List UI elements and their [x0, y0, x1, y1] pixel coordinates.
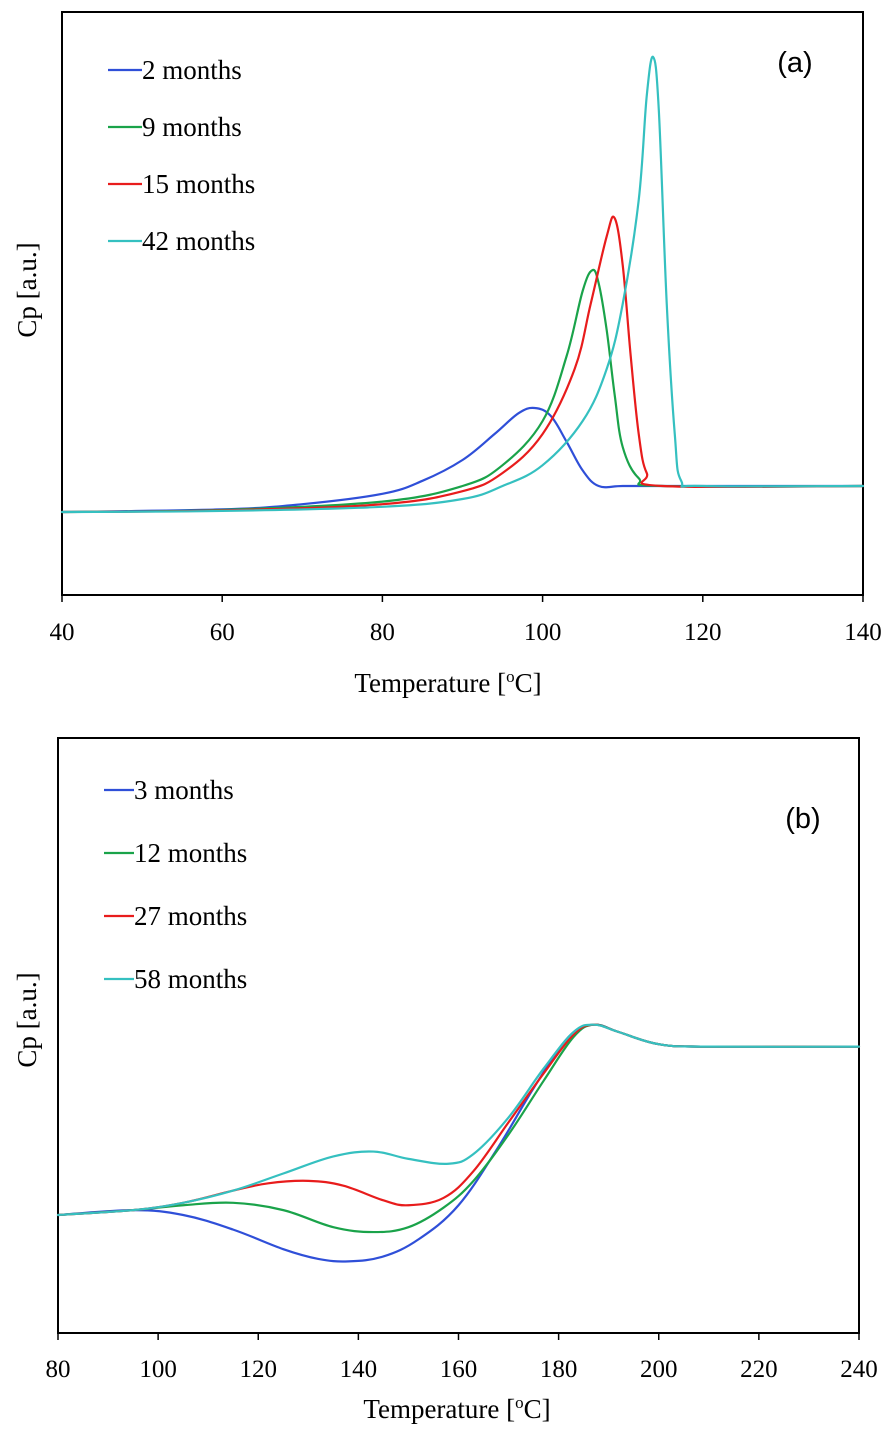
series-group-b: [56, 1023, 861, 1263]
x-tick-label-a-5: 140: [844, 619, 882, 646]
x-ticks-a: 40 60 80 100 120 140: [50, 595, 882, 646]
legend-a: 2 months 9 months 15 months 42 months: [108, 55, 255, 256]
x-tick-label-b-4: 160: [440, 1356, 478, 1383]
x-axis-label-b-sup: o: [515, 1393, 524, 1412]
x-axis-label-a-tail: C]: [515, 668, 542, 698]
series-line-b-4: [56, 1023, 861, 1217]
x-tick-label-a-3: 100: [524, 619, 562, 646]
legend-label-a-3: 15 months: [142, 169, 255, 199]
legend-label-b-4: 58 months: [134, 964, 247, 994]
x-tick-label-b-2: 120: [240, 1356, 278, 1383]
legend-label-a-1: 2 months: [142, 55, 242, 85]
series-line-a-3: [60, 215, 865, 514]
x-axis-label-a: Temperature [oC]: [354, 667, 541, 698]
x-tick-label-b-6: 200: [640, 1356, 678, 1383]
y-axis-label-b: Cp [a.u.]: [12, 972, 42, 1067]
legend-label-a-4: 42 months: [142, 226, 255, 256]
x-axis-label-b: Temperature [oC]: [363, 1393, 550, 1424]
panel-a: 40 60 80 100 120 140 2 months 9 months 15 month…: [12, 11, 882, 698]
x-tick-label-b-5: 180: [540, 1356, 578, 1383]
x-axis-label-a-main: Temperature [: [354, 668, 506, 698]
series-line-a-4: [60, 55, 865, 514]
x-axis-label-b-tail: C]: [524, 1394, 551, 1424]
plot-frame-a: [61, 11, 864, 596]
y-axis-label-a: Cp [a.u.]: [12, 242, 42, 337]
series-line-b-3: [56, 1023, 861, 1217]
series-group-a: [60, 55, 865, 514]
legend-label-b-2: 12 months: [134, 838, 247, 868]
legend-label-b-1: 3 months: [134, 775, 234, 805]
plot-frame-b: [57, 737, 860, 1334]
x-tick-label-b-7: 220: [740, 1356, 778, 1383]
x-axis-label-a-sup: o: [506, 667, 515, 686]
legend-label-b-3: 27 months: [134, 901, 247, 931]
panel-label-a: (a): [777, 47, 812, 79]
x-ticks-b: 80 100 120 140 160 180 200 220 240: [46, 1333, 878, 1383]
x-tick-label-b-3: 140: [340, 1356, 378, 1383]
x-tick-label-b-0: 80: [46, 1356, 71, 1383]
series-line-a-2: [60, 268, 865, 514]
x-tick-label-a-1: 60: [210, 619, 235, 646]
series-line-a-1: [60, 406, 865, 514]
x-tick-label-a-2: 80: [370, 619, 395, 646]
x-axis-label-b-main: Temperature [: [363, 1394, 515, 1424]
x-tick-label-b-8: 240: [840, 1356, 878, 1383]
x-tick-label-b-1: 100: [139, 1356, 177, 1383]
panel-b: 80 100 120 140 160 180 200 220 240 3 months 12 mo…: [12, 737, 878, 1424]
series-line-b-1: [56, 1023, 861, 1263]
x-tick-label-a-0: 40: [50, 619, 75, 646]
panel-label-b: (b): [785, 803, 820, 835]
series-line-b-2: [56, 1023, 861, 1234]
legend-label-a-2: 9 months: [142, 112, 242, 142]
x-tick-label-a-4: 120: [684, 619, 722, 646]
legend-b: 3 months 12 months 27 months 58 months: [104, 775, 247, 994]
